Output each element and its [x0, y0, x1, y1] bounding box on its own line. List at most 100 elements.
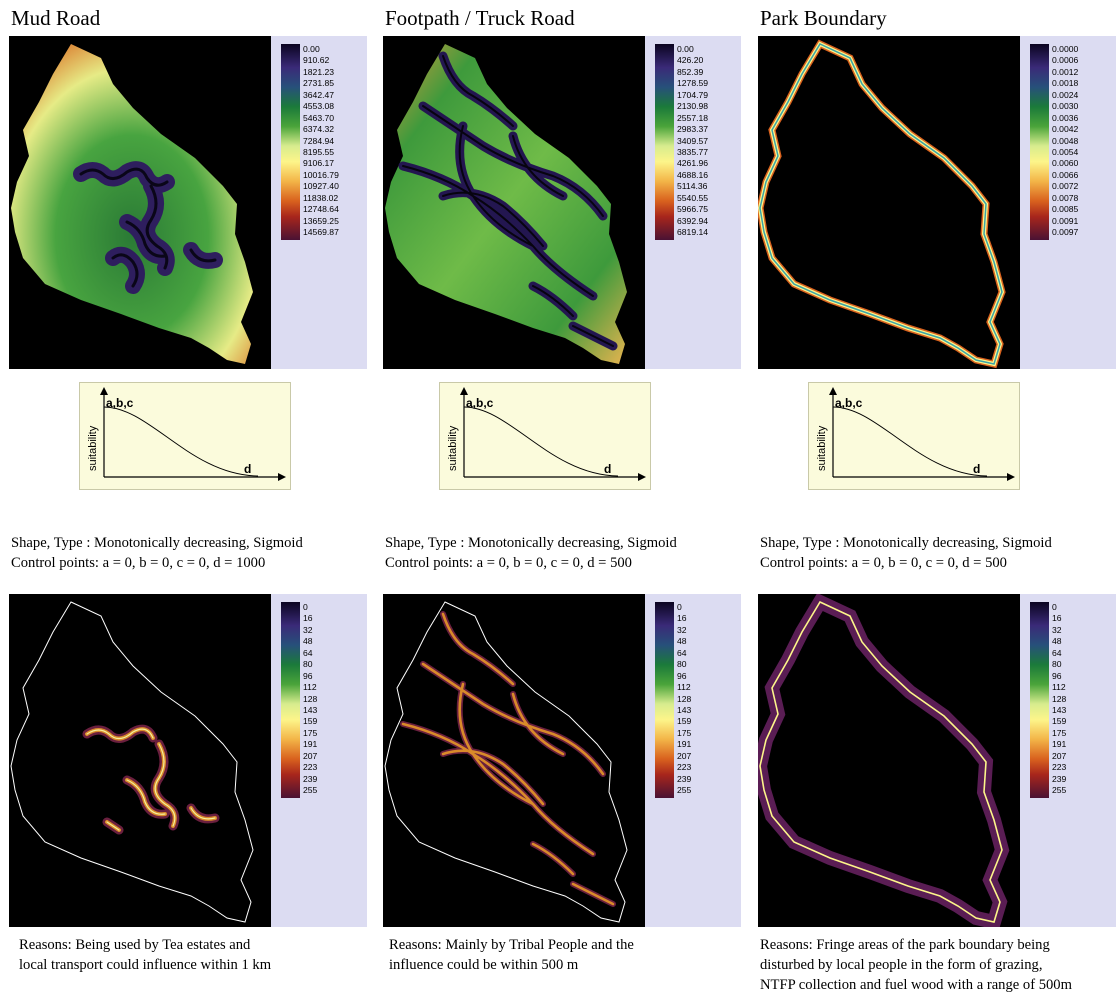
- legend-label: 0.0012: [1052, 66, 1079, 77]
- legend-label: 0.0048: [1052, 135, 1079, 146]
- legend-label: 0.0006: [1052, 55, 1079, 66]
- legend-label: 10927.40: [303, 181, 339, 192]
- legend-label: 143: [303, 704, 318, 715]
- legend-label: 80: [1052, 659, 1062, 670]
- legend-color-ramp: [1030, 44, 1049, 240]
- fuzzy-membership-curve: a,b,c suitability d: [808, 382, 1020, 490]
- shape-text: Shape, Type : Monotonically decreasing, …: [760, 535, 1052, 551]
- reason-line: disturbed by local people in the form of…: [760, 957, 1043, 973]
- legend-label: 1704.79: [677, 89, 709, 100]
- standardized-map: [758, 594, 1020, 927]
- legend-label: 207: [1052, 750, 1067, 761]
- legend-label: 0: [303, 602, 308, 612]
- legend-color-ramp: [655, 44, 674, 240]
- legend-label: 3409.57: [677, 135, 709, 146]
- legend-label: 175: [677, 727, 692, 738]
- reason-line: Reasons: Mainly by Tribal People and the: [389, 937, 634, 953]
- shape-text: Shape, Type : Monotonically decreasing, …: [385, 535, 677, 551]
- legend-label: 48: [1052, 636, 1062, 647]
- legend-label: 32: [303, 624, 313, 635]
- legend-color-ramp: [655, 602, 674, 798]
- distance-map: [9, 36, 271, 369]
- legend-label: 0.0066: [1052, 169, 1079, 180]
- legend-label: 5540.55: [677, 192, 709, 203]
- legend-label: 12748.64: [303, 204, 339, 215]
- legend-label: 255: [1052, 785, 1067, 795]
- column-title: Footpath / Truck Road: [385, 6, 575, 30]
- legend-label: 6374.32: [303, 124, 335, 135]
- legend-label: 426.20: [677, 55, 704, 66]
- legend-label: 80: [677, 659, 687, 670]
- curve-x-label: d: [244, 462, 251, 476]
- legend-label: 16: [1052, 613, 1062, 624]
- legend-label: 96: [1052, 670, 1062, 681]
- legend-label: 191: [677, 739, 692, 750]
- reason-text: Reasons: Mainly by Tribal People and the…: [389, 935, 634, 975]
- legend-label: 2983.37: [677, 124, 709, 135]
- column-title: Mud Road: [11, 6, 101, 30]
- legend-label: 0: [677, 602, 682, 612]
- legend-color-ramp: [281, 44, 300, 240]
- legend-label: 143: [677, 704, 692, 715]
- legend-label: 159: [1052, 716, 1067, 727]
- control-points-text: Control points: a = 0, b = 0, c = 0, d =…: [760, 555, 1007, 571]
- legend-label: 0.0091: [1052, 215, 1079, 226]
- legend-label: 3835.77: [677, 146, 709, 157]
- column-footpath-truck-road: Footpath / Truck Road 0.00 426.20 852.39…: [383, 0, 743, 1000]
- legend-label: 112: [1052, 682, 1066, 693]
- legend-label: 5966.75: [677, 204, 709, 215]
- legend-label: 0.0078: [1052, 192, 1079, 203]
- curve-y-label: suitability: [447, 425, 459, 471]
- legend-label: 6819.14: [677, 227, 709, 237]
- curve-x-label: d: [604, 462, 611, 476]
- curve-top-label: a,b,c: [835, 396, 863, 410]
- legend-label: 0.0000: [1052, 44, 1079, 54]
- legend-label: 159: [303, 716, 318, 727]
- legend-label: 48: [303, 636, 313, 647]
- legend-label: 5463.70: [303, 112, 335, 123]
- distance-map: [383, 36, 645, 369]
- legend-label: 223: [303, 762, 318, 773]
- legend-label: 207: [677, 750, 692, 761]
- legend-label: 0: [1052, 602, 1057, 612]
- legend-label: 16: [303, 613, 313, 624]
- reason-text: Reasons: Being used by Tea estates and l…: [19, 935, 271, 975]
- legend-label: 4688.16: [677, 169, 709, 180]
- reason-line: NTFP collection and fuel wood with a ran…: [760, 977, 1072, 993]
- legend-label: 11838.02: [303, 192, 339, 203]
- legend-label: 0.0072: [1052, 181, 1079, 192]
- curve-x-label: d: [973, 462, 980, 476]
- legend-label: 32: [677, 624, 687, 635]
- legend-label: 910.62: [303, 55, 330, 66]
- legend-label: 64: [303, 647, 313, 658]
- legend-label: 0.0097: [1052, 227, 1079, 237]
- function-description: Shape, Type : Monotonically decreasing, …: [760, 533, 1052, 573]
- legend-label: 0.0085: [1052, 204, 1079, 215]
- legend-label: 0.0042: [1052, 124, 1079, 135]
- curve-y-label: suitability: [87, 425, 99, 471]
- legend-label: 159: [677, 716, 692, 727]
- distance-map-panel: 0.00 426.20 852.39 1278.59 1704.79 2130.…: [383, 36, 741, 369]
- standardized-map-panel: 0 16 32 48 64 80 96 112 128 143 159 175 …: [9, 594, 367, 927]
- legend-label: 48: [677, 636, 687, 647]
- legend-label: 191: [1052, 739, 1067, 750]
- legend-label: 16: [677, 613, 687, 624]
- legend-label: 112: [677, 682, 691, 693]
- legend-label: 143: [1052, 704, 1067, 715]
- legend-label: 0.0030: [1052, 101, 1079, 112]
- legend-label: 64: [677, 647, 687, 658]
- standardized-map: [9, 594, 271, 927]
- legend-color-ramp: [281, 602, 300, 798]
- legend-label: 0.00: [303, 44, 320, 54]
- legend-color-ramp: [1030, 602, 1049, 798]
- fuzzy-membership-curve: a,b,c suitability d: [79, 382, 291, 490]
- legend-label: 96: [303, 670, 313, 681]
- legend-label: 0.0024: [1052, 89, 1079, 100]
- legend-label: 64: [1052, 647, 1062, 658]
- distance-map: [758, 36, 1020, 369]
- fuzzy-membership-curve: a,b,c suitability d: [439, 382, 651, 490]
- legend-label: 191: [303, 739, 318, 750]
- legend-label: 9106.17: [303, 158, 335, 169]
- legend-label: 32: [1052, 624, 1062, 635]
- standardized-map-panel: 0 16 32 48 64 80 96 112 128 143 159 175 …: [758, 594, 1116, 927]
